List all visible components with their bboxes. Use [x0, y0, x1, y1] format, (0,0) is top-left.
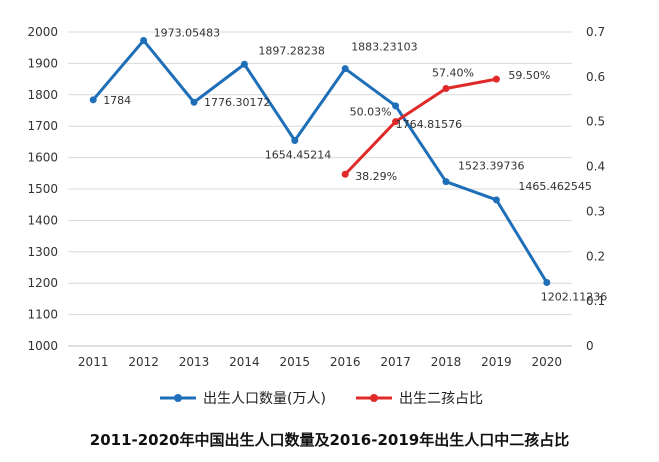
births-data-label: 1764.81576: [396, 118, 462, 131]
births-data-point[interactable]: [442, 178, 450, 186]
left-axis-tick-label: 1900: [27, 56, 58, 70]
left-axis-tick-label: 1200: [27, 276, 58, 290]
right-axis-tick-label: 0.7: [586, 25, 605, 39]
x-axis-tick-label: 2016: [330, 355, 361, 369]
second-child-share-data-label: 38.29%: [355, 170, 397, 183]
right-y-axis: 0 0.1 0.2 0.3 0.4 0.5 0.6 0.7: [586, 25, 605, 353]
x-axis-tick-label: 2012: [128, 355, 159, 369]
right-axis-tick-label: 0.5: [586, 115, 605, 129]
left-axis-tick-label: 1300: [27, 245, 58, 259]
left-axis-tick-label: 1800: [27, 88, 58, 102]
births-data-label: 1202.11236: [541, 291, 607, 304]
births-data-point[interactable]: [190, 98, 198, 106]
births-data-label: 1973.05483: [154, 26, 220, 39]
x-axis-tick-label: 2020: [532, 355, 563, 369]
legend-second-child-label: 出生二孩占比: [399, 391, 483, 407]
left-axis-tick-label: 1500: [27, 182, 58, 196]
right-axis-tick-label: 0.4: [586, 160, 605, 174]
births-data-label: 1776.30172: [204, 96, 270, 109]
births-data-point[interactable]: [543, 279, 551, 287]
births-data-point[interactable]: [492, 196, 500, 204]
right-axis-tick-label: 0.2: [586, 249, 605, 263]
left-axis-tick-label: 2000: [27, 25, 58, 39]
births-data-point[interactable]: [140, 36, 148, 44]
legend-item-births[interactable]: 出生人口数量(万人): [160, 391, 326, 407]
births-data-point[interactable]: [392, 102, 400, 110]
left-axis-tick-label: 1100: [27, 308, 58, 322]
legend-births-label: 出生人口数量(万人): [203, 391, 326, 407]
births-data-label: 1897.28238: [258, 44, 324, 57]
second-child-share-data-point[interactable]: [341, 170, 349, 178]
left-axis-tick-label: 1700: [27, 119, 58, 133]
second-child-share-data-point[interactable]: [492, 75, 500, 83]
x-axis-tick-label: 2015: [280, 355, 311, 369]
births-data-label: 1465.462545: [518, 180, 591, 193]
left-axis-tick-label: 1000: [27, 339, 58, 353]
second-child-share-data-point[interactable]: [392, 118, 400, 126]
right-axis-tick-label: 0.3: [586, 204, 605, 218]
second-child-share-data-label: 57.40%: [432, 67, 474, 80]
right-axis-tick-label: 0.1: [586, 294, 605, 308]
right-axis-tick-label: 0: [586, 339, 594, 353]
x-axis: 2011 2012 2013 2014 2015 2016 2017 2018 2019 2020: [68, 345, 572, 369]
births-data-point[interactable]: [341, 65, 349, 73]
births-data-label: 1784: [103, 94, 131, 107]
chart-title: 2011-2020年中国出生人口数量及2016-2019年出生人口中二孩占比: [90, 431, 569, 449]
births-data-point[interactable]: [89, 96, 97, 104]
births-series-line: [92, 38, 549, 284]
second-child-share-data-label: 59.50%: [508, 69, 550, 82]
births-data-point[interactable]: [240, 60, 248, 68]
legend-births-swatch-marker: [174, 394, 182, 402]
data-labels: 1784 1973.05483 1776.30172 1897.28238 1654.4…: [103, 26, 607, 303]
legend: 出生人口数量(万人) 出生二孩占比: [160, 391, 483, 407]
left-y-axis: 1000 1100 1200 1300 1400 1500 1600 1700 1800 1900…: [27, 25, 58, 353]
legend-second-child-swatch-marker: [370, 394, 378, 402]
second-child-share-series-line: [344, 77, 497, 176]
x-axis-tick-label: 2019: [481, 355, 512, 369]
left-axis-tick-label: 1600: [27, 151, 58, 165]
right-axis-tick-label: 0.6: [586, 70, 605, 84]
second-child-share-data-label: 50.03%: [350, 106, 392, 119]
x-axis-tick-label: 2018: [431, 355, 462, 369]
births-data-point[interactable]: [291, 137, 299, 145]
legend-item-second-child[interactable]: 出生二孩占比: [356, 391, 483, 407]
gridlines: [68, 31, 572, 347]
x-axis-tick-label: 2011: [78, 355, 109, 369]
x-axis-tick-label: 2014: [229, 355, 260, 369]
births-data-label: 1654.45214: [265, 149, 331, 162]
second-child-share-data-point[interactable]: [442, 85, 450, 93]
x-axis-tick-label: 2013: [179, 355, 210, 369]
x-axis-tick-label: 2017: [380, 355, 411, 369]
births-data-label: 1883.23103: [351, 41, 417, 54]
births-data-label: 1523.39736: [458, 160, 524, 173]
series-lines: [89, 36, 551, 287]
left-axis-tick-label: 1400: [27, 213, 58, 227]
